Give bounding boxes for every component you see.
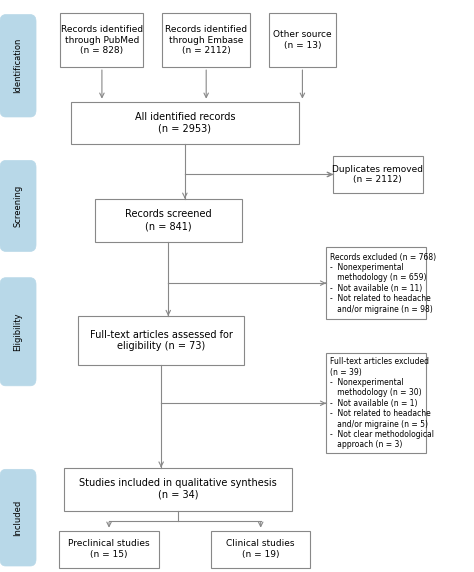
FancyBboxPatch shape	[211, 531, 310, 567]
Text: Preclinical studies
(n = 15): Preclinical studies (n = 15)	[68, 539, 150, 559]
Text: Records identified
through PubMed
(n = 828): Records identified through PubMed (n = 8…	[61, 25, 143, 55]
FancyBboxPatch shape	[0, 15, 36, 117]
FancyBboxPatch shape	[0, 278, 36, 386]
FancyBboxPatch shape	[71, 102, 299, 144]
FancyBboxPatch shape	[269, 13, 336, 67]
Text: Clinical studies
(n = 19): Clinical studies (n = 19)	[227, 539, 295, 559]
Text: Full-text articles assessed for
eligibility (n = 73): Full-text articles assessed for eligibil…	[90, 329, 233, 351]
FancyBboxPatch shape	[95, 199, 242, 241]
FancyBboxPatch shape	[333, 156, 423, 193]
FancyBboxPatch shape	[0, 469, 36, 566]
Text: All identified records
(n = 2953): All identified records (n = 2953)	[135, 112, 235, 134]
FancyBboxPatch shape	[78, 316, 244, 365]
Text: Eligibility: Eligibility	[14, 312, 22, 351]
FancyBboxPatch shape	[162, 13, 250, 67]
FancyBboxPatch shape	[61, 13, 143, 67]
FancyBboxPatch shape	[0, 160, 36, 252]
Text: Duplicates removed
(n = 2112): Duplicates removed (n = 2112)	[332, 165, 423, 184]
Text: Identification: Identification	[14, 38, 22, 93]
FancyBboxPatch shape	[326, 353, 426, 453]
Text: Studies included in qualitative synthesis
(n = 34): Studies included in qualitative synthesi…	[79, 478, 277, 500]
FancyBboxPatch shape	[326, 247, 426, 319]
Text: Included: Included	[14, 499, 22, 536]
Text: Screening: Screening	[14, 185, 22, 227]
Text: Full-text articles excluded
(n = 39)
-  Nonexperimental
   methodology (n = 30)
: Full-text articles excluded (n = 39) - N…	[330, 357, 434, 450]
Text: Records identified
through Embase
(n = 2112): Records identified through Embase (n = 2…	[165, 25, 247, 55]
Text: Records excluded (n = 768)
-  Nonexperimental
   methodology (n = 659)
-  Not av: Records excluded (n = 768) - Nonexperime…	[330, 253, 436, 313]
FancyBboxPatch shape	[59, 531, 159, 567]
Text: Other source
(n = 13): Other source (n = 13)	[273, 30, 332, 50]
FancyBboxPatch shape	[64, 468, 292, 511]
Text: Records screened
(n = 841): Records screened (n = 841)	[125, 209, 211, 231]
